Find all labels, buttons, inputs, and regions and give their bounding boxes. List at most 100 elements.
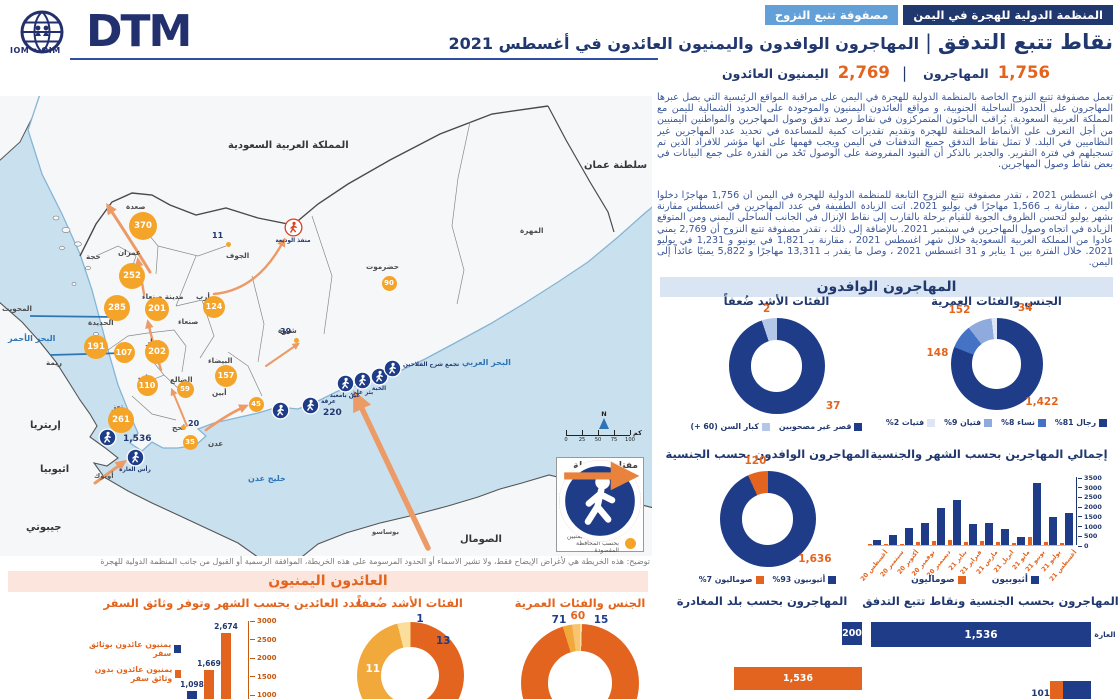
- y-tick: 0: [1078, 542, 1088, 550]
- legend-item: نساء 8%: [1001, 418, 1046, 427]
- legend-item: أثيوبيون: [992, 575, 1039, 585]
- bar-somali: [1044, 542, 1048, 545]
- migrant-fmp-label: رأس العارة: [119, 467, 151, 473]
- stat-returnees-value: 2,769: [837, 63, 890, 82]
- y-tick: 2000: [1078, 503, 1102, 511]
- bar-somali: [900, 543, 904, 545]
- returnee-governorate-point: 370: [129, 212, 157, 240]
- yemen-flow-map: المملكة العربية السعودية سلطنة عمان إريتري…: [0, 96, 652, 556]
- compass-icon: N: [596, 410, 612, 429]
- bar-group: [964, 523, 977, 545]
- donut-callout: 60: [570, 610, 586, 622]
- migrant-fmp-label: الخبة: [371, 386, 387, 392]
- hbar: 1,536: [734, 667, 862, 690]
- bar-ethiopian: [953, 500, 961, 545]
- map-label-country: المملكة العربية السعودية: [228, 140, 349, 151]
- donut-callout: 71: [551, 614, 567, 626]
- map-label-gov: ريمة: [46, 358, 63, 367]
- legend-item: رجال 81%: [1055, 418, 1108, 427]
- map-label-gov: المحويت: [2, 304, 32, 313]
- hbar-row: 101: [862, 681, 1119, 699]
- bar-somali: [1012, 543, 1016, 545]
- stat-migrants-value: 1,756: [997, 63, 1050, 82]
- donut-callout: 148: [926, 347, 949, 360]
- bar-somali: [1060, 542, 1064, 545]
- chart-migrants-gender-age: الجنس والفئات العمرية 1,422 148 152 34 رجال…: [880, 294, 1113, 427]
- map-label-country: اثيوبيا: [40, 464, 70, 475]
- returnee-dot-value: 39: [280, 327, 292, 336]
- map-label-gov: حضرموت: [366, 262, 399, 271]
- stat-divider: |: [902, 64, 908, 82]
- bar-group: [1012, 536, 1025, 545]
- section-header-migrants: المهاجرون الوافدون: [660, 277, 1113, 297]
- legend-item: يمنيون عائدون بدون وثائق سفر: [85, 665, 181, 683]
- returnee-governorate-point: 201: [145, 297, 169, 321]
- map-disclaimer: توضيح: هذه الخريطة هي لأغراض الإيضاح فقط…: [100, 557, 650, 566]
- hbar: [1063, 681, 1091, 699]
- bar-value: 2,674: [214, 622, 238, 632]
- returnee-dot-value: 20: [188, 419, 200, 428]
- wadiah-crossing-label: منفذ الوديعة: [275, 238, 311, 244]
- legend-item: قصر غير مصحوبين: [779, 422, 863, 431]
- page-title-separator: |: [925, 30, 932, 54]
- bar-value: 101: [1031, 688, 1050, 699]
- map-label-country: سلطنة عمان: [584, 160, 648, 171]
- badge-iom-yemen: المنظمة الدولية للهجرة في اليمن: [903, 5, 1113, 25]
- chart-title: إجمالي المهاجرين بحسب الشهر والجنسية: [870, 447, 1108, 461]
- bar-group: [900, 527, 913, 545]
- circle-icon: [623, 536, 638, 551]
- section-header-returnees: العائدون اليمنيون: [8, 571, 648, 592]
- legend-item: فتيان 9%: [944, 418, 993, 427]
- y-tick: 1500: [1078, 513, 1102, 521]
- legend-swatch: [755, 575, 764, 584]
- bar-ethiopian: [985, 522, 993, 545]
- bar-somali: [964, 541, 968, 545]
- intro-paragraph-2: في اغسطس 2021 ، تقدر مصفوفة تتبع النزوح …: [657, 190, 1113, 269]
- donut-callout: 2: [763, 303, 771, 315]
- bar-group: [948, 500, 961, 545]
- bar-group: [980, 522, 993, 545]
- legend-swatch: [1099, 418, 1108, 427]
- map-label-gov: صنعاء: [178, 317, 199, 326]
- bar-somali: [884, 544, 888, 545]
- chart-migrants-vulnerable: الفئات الأشد ضُعفاً 37 2 قصر غير مصحوبين ك…: [660, 294, 893, 431]
- map-land-africa: [0, 302, 258, 556]
- migrant-fmp-value: 1,536: [123, 434, 152, 444]
- map-scale-bar: 0 25 50 75 100 كم: [564, 429, 642, 443]
- donut-callout: 1: [416, 613, 424, 625]
- donut-callout: 13: [435, 635, 451, 647]
- bar-value: 1,669: [197, 659, 221, 669]
- dtm-logo: DTM: [86, 6, 192, 57]
- badge-dtm: مصفوفة تتبع النزوح: [764, 5, 899, 25]
- bar-ethiopian: [1017, 536, 1025, 545]
- chart-legend: يمنيون عائدون بوثائق سفر يمنيون عائدون بد…: [85, 640, 181, 683]
- migrant-fmp-label: تجمع شرح الفلاحين: [403, 362, 460, 368]
- hbar: 1,536: [871, 622, 1091, 647]
- hbar-row: 200: [662, 622, 862, 645]
- returnee-governorate-point: 191: [84, 335, 108, 359]
- legend-item: فتيات 2%: [886, 418, 936, 427]
- legend-swatch: [984, 418, 993, 427]
- map-label-gov: مدينة صنعاء: [142, 292, 184, 301]
- bar-group: [1044, 516, 1057, 545]
- returnee-governorate-point: 252: [119, 263, 145, 289]
- hbar-row: 1,536: [662, 667, 862, 690]
- y-tick: 2000: [250, 654, 276, 662]
- chart-title: المهاجرون بحسب الجنسية ونقاط تتبع التدفق: [862, 594, 1119, 608]
- map-legend: مفتاح الخريطة منفذ الوديعة البري نقطة مر…: [556, 457, 644, 554]
- bar-somali: [868, 543, 872, 545]
- bar-ethiopian: [905, 527, 913, 545]
- chart-migrants-by-month: إجمالي المهاجرين بحسب الشهر والجنسية 350…: [859, 447, 1118, 593]
- map-label-gov: الضالع: [170, 375, 193, 384]
- page-title: نقاط تتبع التدفق| المهاجرون الوافدون والي…: [449, 30, 1113, 54]
- migrant-fmp-icon: [352, 370, 372, 390]
- returnee-governorate-point: 45: [248, 396, 264, 412]
- legend-item: صوماليون: [911, 575, 966, 585]
- legend-swatch: [761, 422, 770, 431]
- map-border-saudi-yemen: [79, 105, 549, 257]
- bar-plot: [868, 477, 1073, 546]
- bar-group: [1060, 513, 1073, 545]
- bar-ethiopian: [921, 522, 929, 545]
- bar-somali: [980, 540, 984, 545]
